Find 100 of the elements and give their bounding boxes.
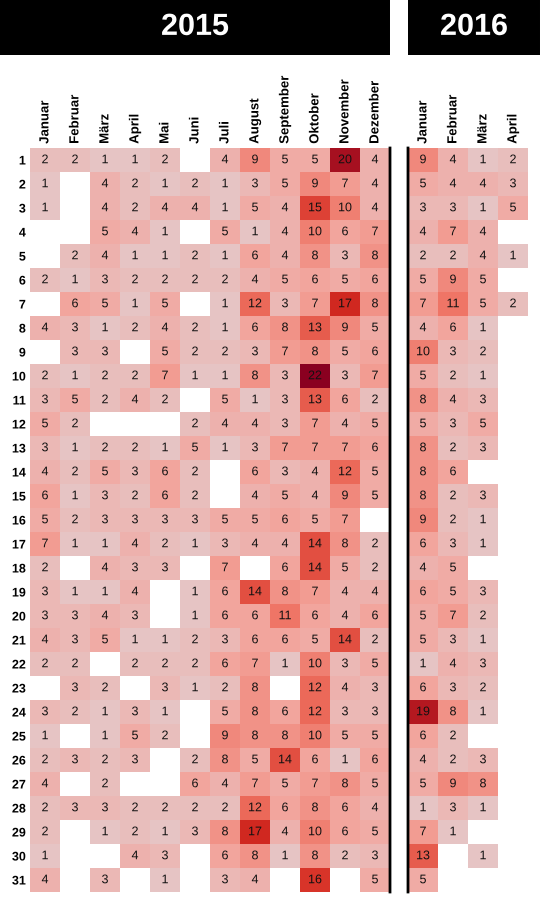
x-tick-label: August xyxy=(249,98,262,144)
data-label: 5 xyxy=(342,562,348,572)
y-tick-label: 30 xyxy=(12,852,26,861)
data-label: 2 xyxy=(132,802,138,812)
data-label: 3 xyxy=(72,346,78,356)
data-label: 2 xyxy=(192,418,198,428)
data-label: 1 xyxy=(72,274,78,284)
data-label: 4 xyxy=(102,178,108,188)
data-label: 5 xyxy=(420,874,426,884)
data-label: 2 xyxy=(222,274,228,284)
data-label: 5 xyxy=(252,514,258,524)
data-label: 1 xyxy=(42,202,48,212)
data-label: 1 xyxy=(102,706,108,716)
data-label: 3 xyxy=(72,634,78,644)
data-label: 3 xyxy=(42,706,48,716)
data-label: 4 xyxy=(342,682,348,692)
data-label: 2 xyxy=(192,802,198,812)
data-label: 5 xyxy=(372,778,378,788)
data-label: 4 xyxy=(162,322,168,332)
data-label: 2 xyxy=(42,274,48,284)
data-label: 4 xyxy=(372,178,378,188)
data-label: 2 xyxy=(132,202,138,212)
data-label: 4 xyxy=(132,850,138,860)
data-label: 4 xyxy=(420,322,426,332)
data-label: 6 xyxy=(252,466,258,476)
data-label: 14 xyxy=(339,634,352,644)
data-label: 1 xyxy=(102,322,108,332)
data-label: 4 xyxy=(342,418,348,428)
data-label: 1 xyxy=(102,730,108,740)
data-label: 7 xyxy=(450,226,456,236)
data-label: 1 xyxy=(222,202,228,212)
data-label: 1 xyxy=(162,178,168,188)
data-label: 4 xyxy=(282,202,288,212)
data-label: 2 xyxy=(192,322,198,332)
data-label: 1 xyxy=(42,730,48,740)
data-label: 10 xyxy=(417,346,430,356)
data-label: 1 xyxy=(252,394,258,404)
data-label: 2 xyxy=(132,826,138,836)
x-tick-label: Januar xyxy=(417,100,427,144)
y-tick-label: 31 xyxy=(12,876,26,885)
data-label: 7 xyxy=(420,298,426,308)
data-label: 2 xyxy=(450,730,456,740)
data-label: 1 xyxy=(222,250,228,260)
data-label: 6 xyxy=(450,322,456,332)
data-label: 2 xyxy=(450,370,456,380)
data-label: 2 xyxy=(192,634,198,644)
data-label: 6 xyxy=(312,754,318,764)
data-label: 9 xyxy=(342,490,348,500)
data-label: 4 xyxy=(480,226,486,236)
data-label: 22 xyxy=(308,370,322,380)
data-label: 13 xyxy=(309,394,322,404)
data-label: 6 xyxy=(420,538,426,548)
data-label: 4 xyxy=(450,658,456,668)
data-label: 4 xyxy=(450,394,456,404)
data-label: 2 xyxy=(162,730,168,740)
data-label: 10 xyxy=(309,730,322,740)
data-label: 1 xyxy=(162,442,168,452)
data-label: 8 xyxy=(312,802,318,812)
data-label: 3 xyxy=(132,706,138,716)
data-label: 6 xyxy=(342,226,348,236)
data-label: 1 xyxy=(192,682,198,692)
data-label: 5 xyxy=(132,730,138,740)
data-label: 5 xyxy=(282,274,288,284)
data-label: 2 xyxy=(510,154,516,164)
data-label: 1 xyxy=(480,634,486,644)
data-label: 4 xyxy=(252,538,258,548)
data-label: 7 xyxy=(342,442,348,452)
data-label: 6 xyxy=(282,706,288,716)
y-tick-label: 29 xyxy=(12,828,26,837)
data-label: 8 xyxy=(252,850,258,860)
data-label: 4 xyxy=(372,802,378,812)
data-label: 2 xyxy=(510,298,516,308)
y-tick-label: 19 xyxy=(12,588,26,597)
data-label: 3 xyxy=(372,850,378,860)
data-label: 2 xyxy=(480,682,486,692)
data-label: 3 xyxy=(420,202,426,212)
data-label: 7 xyxy=(312,778,318,788)
data-label: 5 xyxy=(420,370,426,380)
data-label: 3 xyxy=(342,370,348,380)
data-label: 4 xyxy=(450,178,456,188)
data-label: 14 xyxy=(249,586,262,596)
y-tick-label: 4 xyxy=(19,228,26,237)
data-label: 3 xyxy=(480,442,486,452)
data-label: 8 xyxy=(420,394,426,404)
data-label: 4 xyxy=(372,202,378,212)
data-label: 6 xyxy=(252,634,258,644)
data-label: 1 xyxy=(252,226,258,236)
data-label: 1 xyxy=(222,322,228,332)
data-label: 4 xyxy=(42,322,48,332)
x-tick-label: April xyxy=(506,114,520,144)
data-label: 2 xyxy=(192,274,198,284)
data-label: 19 xyxy=(417,706,430,716)
data-label: 1 xyxy=(132,154,138,164)
data-label: 10 xyxy=(339,202,352,212)
data-label: 2 xyxy=(102,778,108,788)
data-label: 3 xyxy=(132,754,138,764)
data-label: 6 xyxy=(372,442,378,452)
data-label: 2 xyxy=(480,610,486,620)
y-tick-label: 16 xyxy=(12,516,26,525)
data-label: 10 xyxy=(309,658,322,668)
